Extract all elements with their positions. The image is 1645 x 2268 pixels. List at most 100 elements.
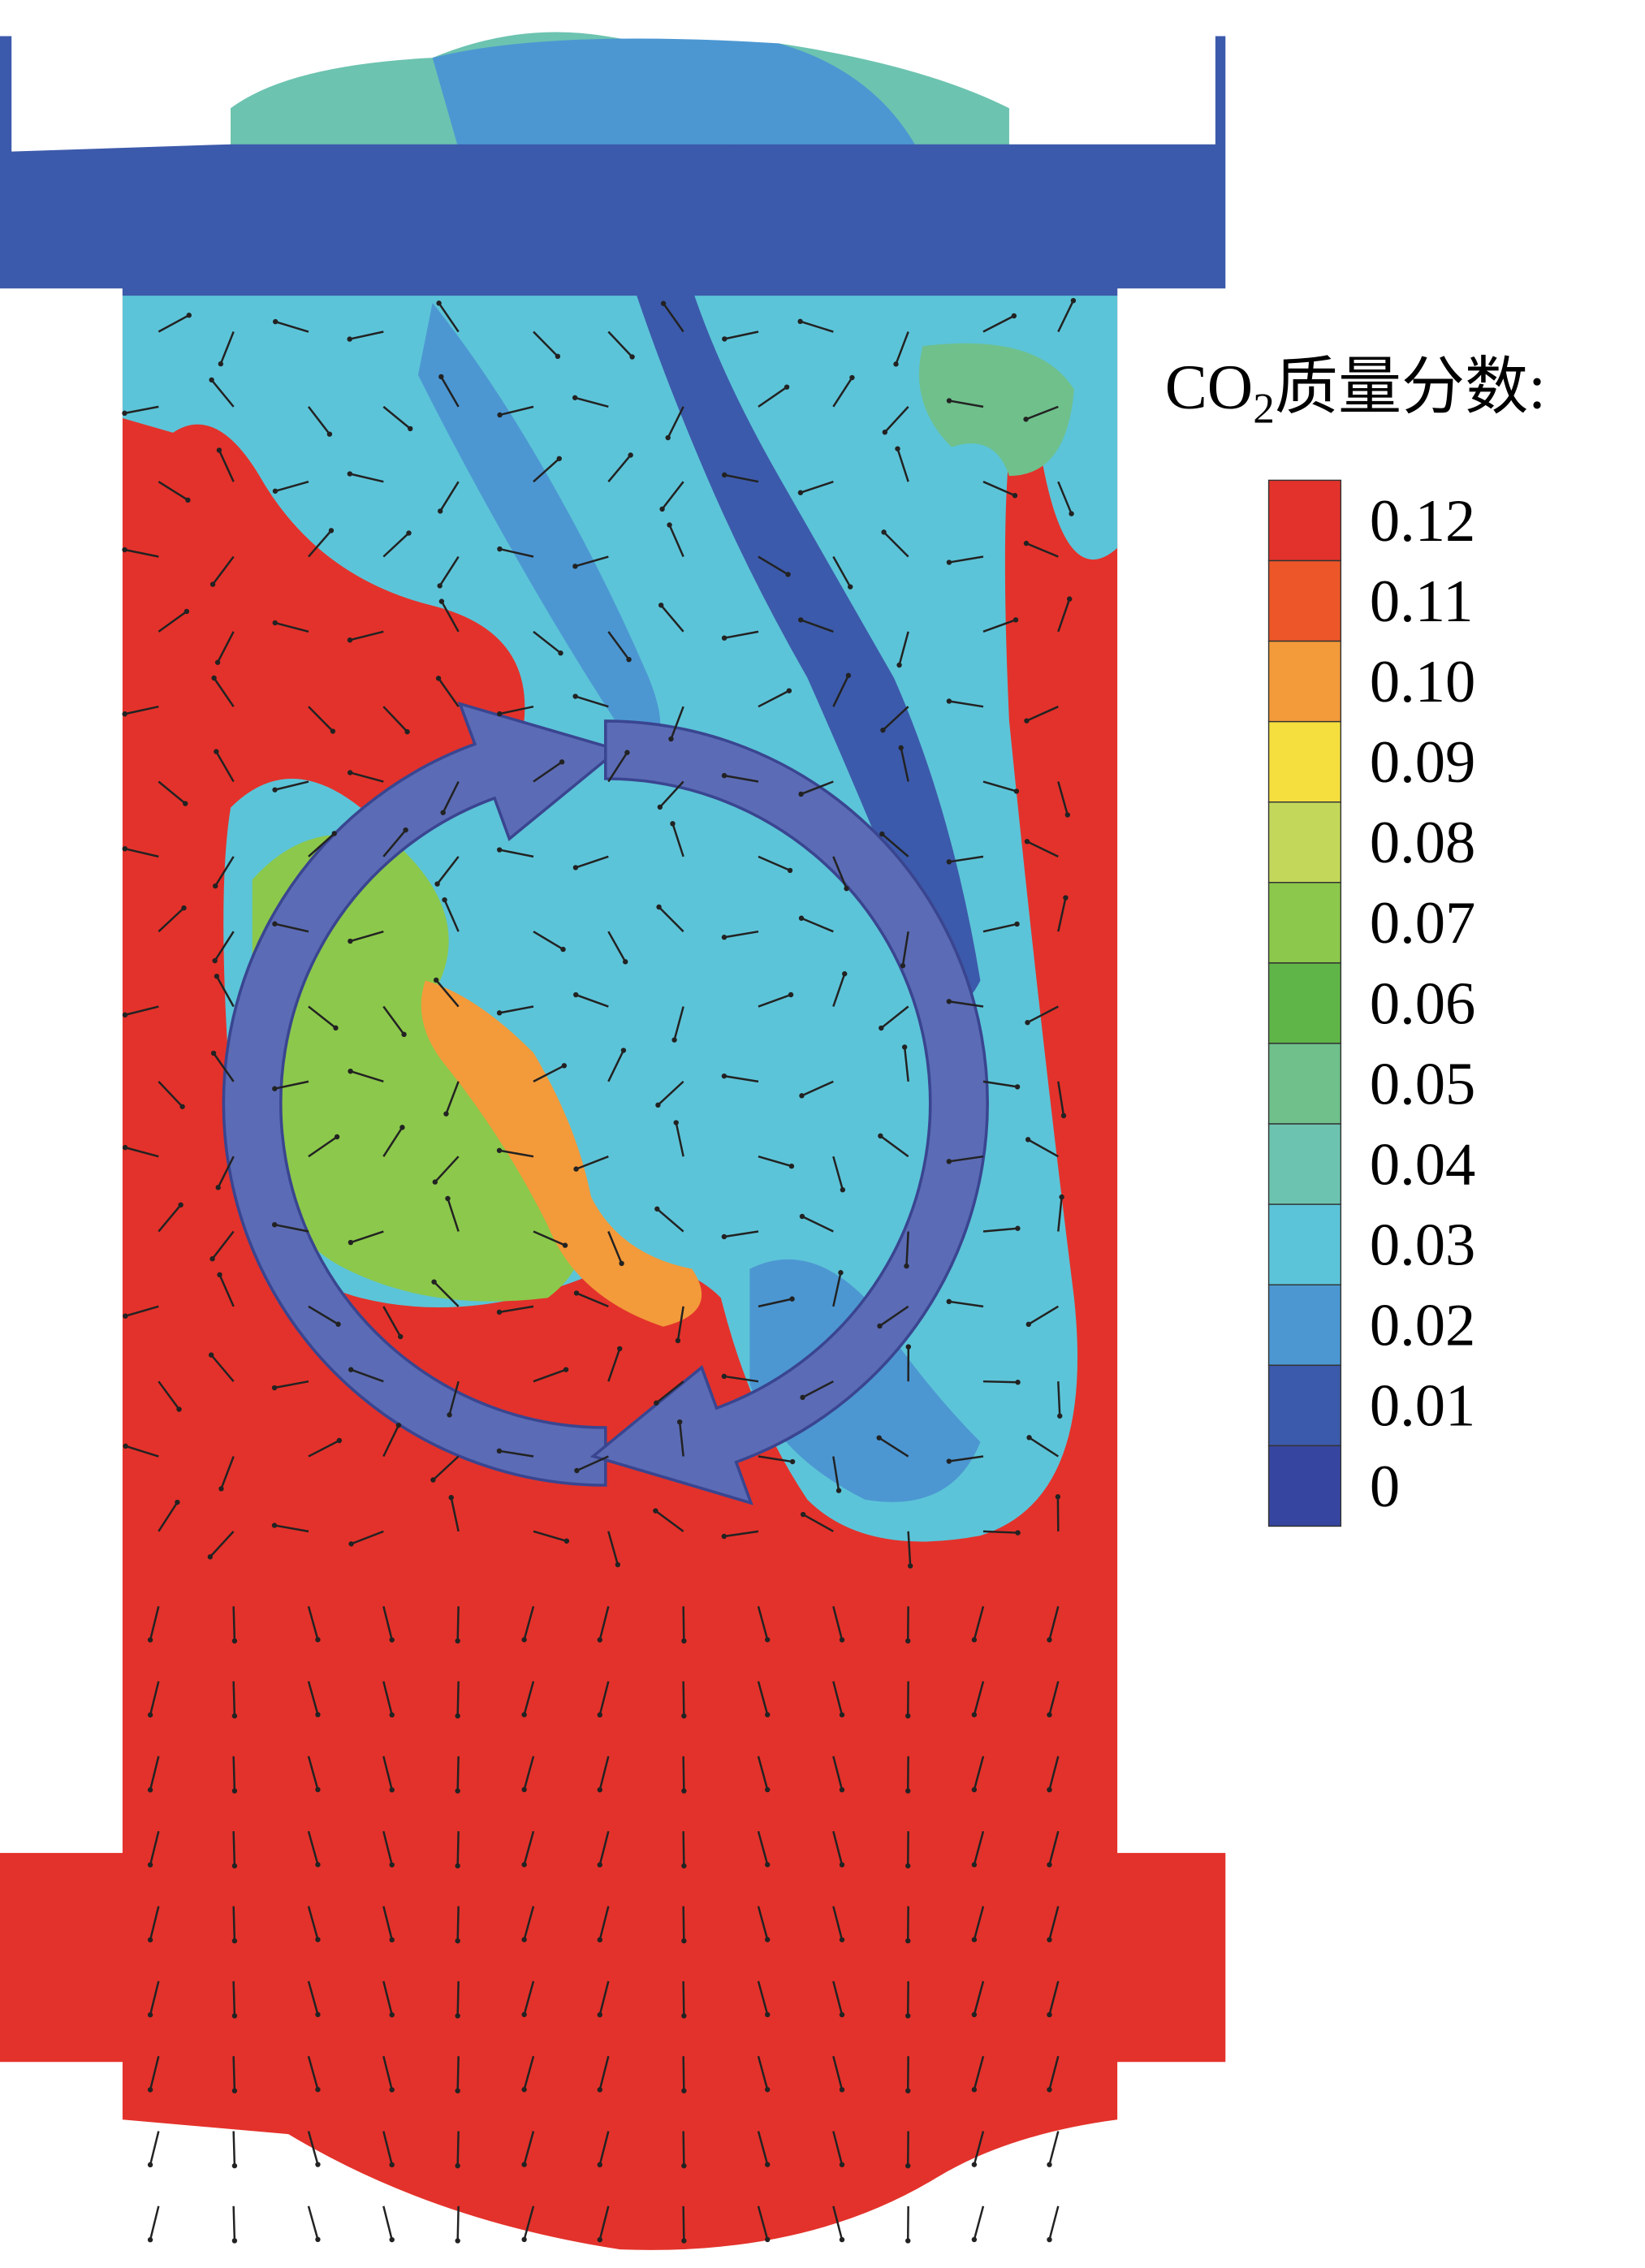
- vector-head: [1014, 788, 1019, 793]
- vector-head: [176, 1406, 181, 1411]
- velocity-vector: [383, 2206, 391, 2240]
- vector-head: [573, 1166, 578, 1171]
- vector-head: [521, 2012, 526, 2017]
- vector-head: [403, 827, 408, 832]
- velocity-vector: [234, 1831, 235, 1866]
- vector-head: [879, 1026, 883, 1030]
- vector-head: [840, 2012, 844, 2017]
- vector-head: [175, 1500, 179, 1505]
- vector-head: [232, 1639, 237, 1644]
- velocity-vector: [234, 2132, 235, 2166]
- vector-head: [799, 1093, 804, 1098]
- vector-head: [722, 473, 727, 477]
- vector-head: [348, 471, 352, 476]
- vector-head: [1065, 812, 1070, 817]
- vector-head: [1024, 718, 1029, 723]
- vector-head: [555, 354, 560, 359]
- vector-head: [881, 529, 886, 534]
- vector-head: [455, 1788, 460, 1793]
- colorbar-band: [1269, 1365, 1341, 1445]
- vector-head: [1015, 1530, 1020, 1535]
- vector-head: [218, 1486, 223, 1491]
- vector-head: [1047, 2087, 1051, 2092]
- vector-head: [218, 361, 223, 366]
- vector-head: [390, 1637, 395, 1642]
- vector-head: [315, 1637, 320, 1642]
- vector-head: [272, 1385, 277, 1390]
- vector-head: [333, 1026, 338, 1030]
- vector-head: [445, 1196, 450, 1201]
- vector-head: [497, 847, 502, 852]
- vector-head: [654, 1401, 658, 1406]
- vector-head: [521, 1862, 526, 1867]
- vector-head: [617, 1346, 622, 1351]
- vector-head: [217, 1272, 222, 1277]
- vector-head: [560, 947, 565, 952]
- vector-head: [800, 1395, 805, 1400]
- vector-head: [209, 1352, 214, 1357]
- vector-head: [408, 426, 412, 431]
- vector-head: [788, 992, 793, 997]
- vector-head: [329, 528, 334, 533]
- vector-head: [665, 435, 670, 440]
- vector-head: [1026, 1322, 1031, 1327]
- vector-head: [315, 2012, 320, 2017]
- vector-head: [521, 1637, 526, 1642]
- vector-head: [332, 831, 337, 836]
- vector-head: [521, 1937, 526, 1942]
- vector-head: [211, 1051, 216, 1056]
- vector-head: [214, 749, 218, 754]
- vector-head: [904, 1264, 909, 1268]
- vector-head: [497, 413, 502, 417]
- vector-head: [947, 859, 952, 864]
- vector-head: [598, 1862, 602, 1867]
- velocity-vector: [234, 1756, 235, 1791]
- vector-head: [187, 313, 192, 318]
- vector-head: [272, 1523, 277, 1527]
- vector-head: [787, 688, 792, 693]
- vector-head: [315, 1712, 320, 1717]
- vector-head: [677, 1419, 682, 1424]
- vector-head: [208, 1554, 213, 1559]
- vector-head: [335, 1322, 340, 1327]
- vector-head: [797, 319, 802, 324]
- vector-head: [789, 1164, 794, 1169]
- vector-head: [315, 2162, 320, 2166]
- vector-head: [179, 1104, 184, 1109]
- vector-head: [671, 1037, 676, 1042]
- vector-head: [1015, 1226, 1020, 1231]
- colorbar-label: 0.02: [1370, 1293, 1475, 1359]
- vector-head: [272, 1086, 277, 1091]
- vector-head: [1047, 1637, 1051, 1642]
- vector-head: [1013, 617, 1018, 622]
- vector-head: [902, 1044, 907, 1049]
- vector-head: [877, 1324, 882, 1328]
- vector-head: [211, 676, 216, 680]
- velocity-vector: [1049, 2206, 1058, 2240]
- vector-head: [765, 1637, 770, 1642]
- vector-head: [1047, 2237, 1051, 2242]
- vector-head: [681, 2238, 686, 2243]
- vector-head: [905, 2163, 910, 2168]
- vector-head: [348, 1541, 353, 1546]
- vector-head: [327, 431, 332, 436]
- vector-head: [449, 1495, 454, 1500]
- vector-head: [972, 2087, 977, 2092]
- vector-head: [273, 319, 278, 324]
- vector-head: [628, 452, 633, 457]
- vector-head: [722, 336, 727, 341]
- vector-head: [123, 1313, 127, 1318]
- vector-head: [442, 897, 447, 902]
- vector-head: [497, 1010, 502, 1015]
- vector-head: [521, 2162, 526, 2166]
- vector-head: [681, 2089, 686, 2093]
- vector-head: [439, 598, 444, 603]
- vector-head: [624, 750, 629, 755]
- vector-head: [598, 1713, 602, 1717]
- colorbar-label: 0.11: [1370, 568, 1474, 635]
- vector-head: [840, 2162, 844, 2167]
- colorbar-label: 0.05: [1370, 1051, 1475, 1117]
- vector-head: [232, 2163, 237, 2168]
- colorbar-label: 0.07: [1370, 890, 1475, 957]
